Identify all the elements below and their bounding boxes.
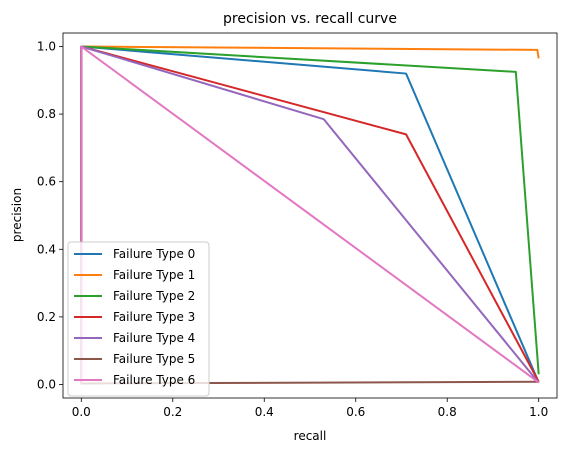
legend-label-0: Failure Type 0: [113, 247, 195, 261]
y-tick-label-0: 0.0: [37, 377, 56, 391]
y-axis-ticks: 0.0 0.2 0.4 0.6 0.8 1.0: [37, 40, 63, 391]
y-tick-label-5: 1.0: [37, 40, 56, 54]
legend-label-1: Failure Type 1: [113, 268, 195, 282]
x-axis-ticks: 0.0 0.2 0.4 0.6 0.8 1.0: [72, 398, 548, 419]
x-tick-label-0: 0.0: [72, 405, 91, 419]
x-tick-label-2: 0.4: [255, 405, 274, 419]
y-tick-label-4: 0.8: [37, 107, 56, 121]
x-tick-label-1: 0.2: [163, 405, 182, 419]
legend-label-5: Failure Type 5: [113, 352, 195, 366]
x-tick-label-4: 0.8: [438, 405, 457, 419]
y-tick-label-1: 0.2: [37, 310, 56, 324]
x-axis-label: recall: [294, 429, 327, 443]
x-tick-label-5: 1.0: [529, 405, 548, 419]
legend-label-4: Failure Type 4: [113, 331, 195, 345]
legend-label-6: Failure Type 6: [113, 373, 195, 387]
legend-label-2: Failure Type 2: [113, 289, 195, 303]
legend: Failure Type 0 Failure Type 1 Failure Type…: [67, 241, 210, 397]
y-tick-label-2: 0.4: [37, 242, 56, 256]
legend-label-3: Failure Type 3: [113, 310, 195, 324]
y-tick-label-3: 0.6: [37, 175, 56, 189]
plot-frame: [62, 32, 558, 399]
legend-box: [67, 241, 210, 397]
x-tick-label-3: 0.6: [346, 405, 365, 419]
y-axis-label: precision: [10, 188, 24, 242]
chart-title: precision vs. recall curve: [223, 11, 397, 27]
